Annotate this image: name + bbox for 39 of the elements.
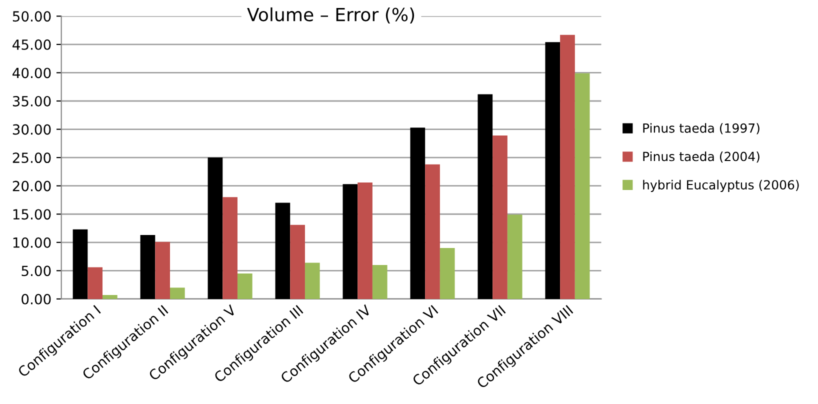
legend-label: Pinus taeda (2004) — [643, 152, 760, 163]
bar — [507, 214, 522, 299]
y-tick-label: 25.00 — [12, 152, 51, 164]
bar — [140, 235, 156, 299]
bar — [545, 42, 560, 299]
bar — [88, 267, 103, 299]
bar — [342, 184, 358, 299]
bar — [478, 94, 493, 299]
y-tick-label: 50.00 — [12, 11, 51, 22]
bar — [208, 158, 223, 299]
bar — [155, 242, 170, 299]
legend-label: Pinus taeda (1997) — [643, 123, 760, 134]
y-tick-label: 15.00 — [13, 209, 51, 220]
bar — [372, 265, 388, 299]
y-tick-label: 5.00 — [22, 266, 51, 276]
bar — [358, 182, 372, 299]
y-tick-label: 40.00 — [12, 68, 51, 78]
y-tick-label: 20.00 — [12, 180, 51, 192]
bar — [102, 295, 118, 299]
chart-title: Volume – Error (%) — [247, 7, 414, 24]
y-tick-label: 35.00 — [12, 96, 51, 106]
bar — [425, 164, 440, 299]
y-tick-label: 0.00 — [22, 294, 51, 304]
y-tick-label: 10.00 — [13, 237, 51, 248]
bar — [237, 274, 252, 299]
bar — [492, 136, 508, 299]
bar — [440, 248, 455, 299]
bar — [72, 229, 88, 299]
legend-label: hybrid Eucalyptus (2006) — [643, 180, 799, 192]
bar — [574, 73, 590, 299]
bar — [560, 34, 575, 299]
bar — [170, 288, 185, 299]
y-tick-label: 45.00 — [12, 39, 51, 50]
bar — [290, 224, 305, 299]
y-tick-label: 30.00 — [12, 124, 51, 135]
bar — [222, 197, 238, 299]
bar — [410, 128, 426, 299]
bar — [304, 262, 320, 299]
bar — [275, 202, 290, 299]
